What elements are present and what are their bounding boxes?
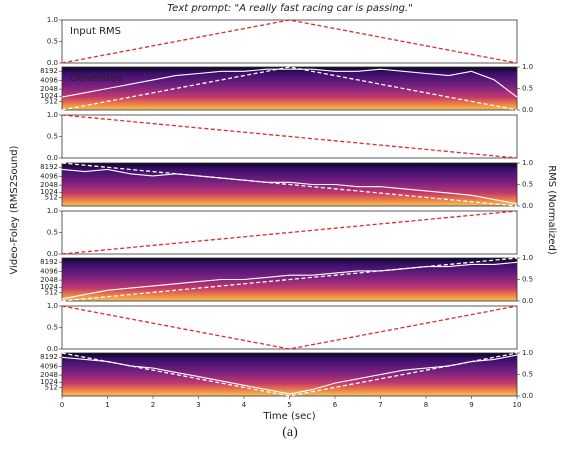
rms-line: [61, 257, 518, 302]
y2-tick-label: 1.0: [522, 159, 533, 167]
y-tick-label: 0.0: [47, 345, 58, 353]
title: Text prompt: "A really fast racing car i…: [167, 3, 412, 14]
spectrogram: [62, 353, 517, 396]
spectrogram: [62, 67, 517, 110]
y-axis-label: Video-Foley (RMS2Sound): [9, 145, 20, 274]
rms-line: [61, 352, 518, 397]
y2-tick-label: 1.0: [522, 63, 533, 71]
rms-line: [61, 261, 518, 300]
rms-line: [61, 168, 518, 205]
y-tick-label: 0.5: [47, 38, 58, 46]
y-tick-label: 2048: [40, 181, 58, 189]
y-tick-label: 0.5: [47, 133, 58, 141]
x-tick-label: 8: [424, 401, 428, 409]
x-tick-label: 0: [60, 401, 64, 409]
y-tick-label: 1.0: [47, 302, 58, 310]
y-tick-label: 4096: [40, 173, 58, 181]
y2-tick-label: 0.0: [522, 392, 533, 400]
y2-tick-label: 0.5: [522, 85, 533, 93]
x-tick-label: 6: [333, 401, 338, 409]
y-tick-label: 2048: [40, 371, 58, 379]
y2-tick-label: 0.0: [522, 202, 533, 210]
rms-line: [61, 354, 518, 395]
x-tick-label: 10: [513, 401, 522, 409]
y-tick-label: 1.0: [47, 111, 58, 119]
plot-frame: [61, 305, 518, 350]
rms-line: [61, 162, 518, 207]
x-tick-label: 1: [105, 401, 109, 409]
y2-tick-label: 0.5: [522, 181, 533, 189]
rms-line: [61, 305, 518, 350]
x-tick-label: 5: [287, 401, 291, 409]
y-tick-label: 2048: [40, 85, 58, 93]
rms-line: [61, 19, 518, 64]
x-tick-label: 7: [378, 401, 382, 409]
y-tick-label: 1.0: [47, 16, 58, 24]
x-tick-label: 4: [242, 401, 247, 409]
rms-line: [61, 66, 518, 111]
rms-line: [61, 210, 518, 255]
plot-frame: [61, 19, 518, 64]
y2-tick-label: 1.0: [522, 254, 533, 262]
y2-tick-label: 0.0: [522, 297, 533, 305]
annotation: Input RMS: [70, 26, 121, 37]
y-tick-label: 8192: [40, 163, 58, 171]
y-tick-label: 8192: [40, 353, 58, 361]
x-tick-label: 3: [196, 401, 200, 409]
x-axis-label: Time (sec): [262, 411, 315, 422]
y-tick-label: 0.5: [47, 324, 58, 332]
y-tick-label: 0.0: [47, 59, 58, 67]
y-tick-label: 1024: [40, 92, 58, 100]
y-tick-label: 1.0: [47, 207, 58, 215]
y-tick-label: 2048: [40, 276, 58, 284]
y2-axis-label: RMS (Normalized): [546, 165, 557, 255]
y2-tick-label: 0.0: [522, 106, 533, 114]
y-tick-label: 512: [45, 194, 58, 202]
y-tick-label: 8192: [40, 67, 58, 75]
y-tick-label: 0.0: [47, 250, 58, 258]
y-tick-label: 512: [45, 289, 58, 297]
x-tick-label: 9: [469, 401, 473, 409]
x-tick-label: 2: [151, 401, 155, 409]
rms-line: [61, 68, 518, 98]
caption: (a): [282, 425, 298, 440]
y2-tick-label: 1.0: [522, 349, 533, 357]
y-tick-label: 8192: [40, 258, 58, 266]
y-tick-label: 4096: [40, 77, 58, 85]
y-tick-label: 4096: [40, 363, 58, 371]
rms-line: [61, 114, 518, 159]
y-tick-label: 512: [45, 384, 58, 392]
y-tick-label: 1024: [40, 283, 58, 291]
y-tick-label: 512: [45, 98, 58, 106]
y-tick-label: 0.0: [47, 154, 58, 162]
y-tick-label: 0.5: [47, 229, 58, 237]
y-tick-label: 1024: [40, 188, 58, 196]
y2-tick-label: 0.5: [522, 276, 533, 284]
annotation: Generated: [70, 73, 123, 84]
y-tick-label: 4096: [40, 268, 58, 276]
y2-tick-label: 0.5: [522, 371, 533, 379]
y-tick-label: 1024: [40, 378, 58, 386]
